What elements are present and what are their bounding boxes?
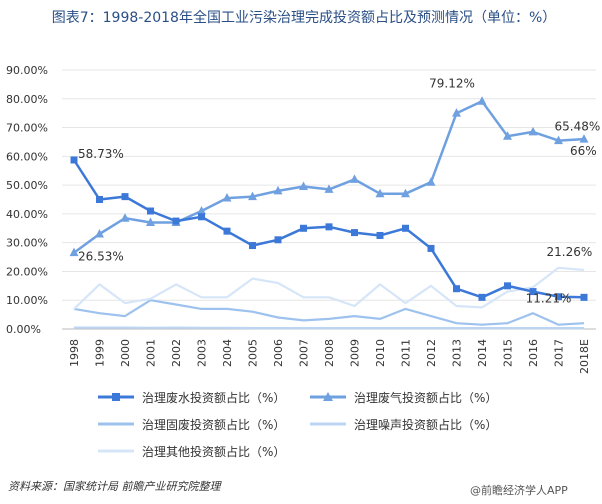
data-label: 58.73% [78,147,124,161]
y-tick-label: 70.00% [6,122,48,135]
legend-label: 治理废水投资额占比（%） [142,390,285,405]
x-tick-label: 2005 [247,339,260,367]
x-tick-label: 2014 [476,339,489,367]
y-tick-label: 80.00% [6,93,48,106]
y-tick-label: 10.00% [6,294,48,307]
x-tick-label: 2010 [374,339,387,367]
data-label: 65.48% [555,120,601,134]
data-label: 79.12% [429,76,475,90]
legend-label: 治理噪声投资额占比（%） [354,417,497,432]
data-point-triangle [503,131,512,140]
legend-label: 治理固废投资额占比（%） [142,417,285,432]
data-label: 11.21% [526,292,572,306]
data-point-square [172,217,180,225]
x-tick-label: 2015 [502,339,515,367]
data-point-triangle [120,213,130,222]
legend-swatch-marker [112,393,120,401]
x-tick-label: 2016 [527,339,540,367]
legend-label: 治理废气投资额占比（%） [354,390,497,405]
chart-title: 图表7：1998-2018年全国工业污染治理完成投资额占比及预测情况（单位：%） [51,10,557,26]
data-point-triangle [554,135,563,145]
data-point-square [351,229,358,237]
y-tick-label: 60.00% [6,150,48,163]
data-point-square [402,224,409,232]
data-point-triangle [95,229,104,238]
data-point-triangle [452,108,461,117]
series-line [73,299,585,326]
data-point-square [70,156,78,164]
data-point-square [427,244,435,252]
x-tick-label: 2004 [221,339,234,367]
y-tick-label: 0.00% [6,323,41,336]
data-point-square [147,207,154,215]
data-point-triangle [273,185,283,195]
series-line [73,266,585,310]
legend-swatch-marker [323,392,333,401]
x-tick-label: 2018E [578,339,591,374]
data-point-triangle [299,181,308,191]
source-note: 资料来源：国家统计局 前瞻产业研究院整理 [8,480,221,493]
y-tick-label: 40.00% [6,208,48,221]
data-point-square [96,196,103,203]
data-point-square [376,231,384,239]
y-tick-label: 50.00% [6,179,48,192]
data-point-square [300,224,307,232]
data-point-triangle [146,217,155,227]
x-tick-label: 2011 [400,339,413,367]
data-point-triangle [324,184,334,193]
x-tick-label: 2002 [170,339,183,367]
x-tick-label: 2009 [349,339,362,367]
data-label: 26.53% [78,250,124,264]
data-point-triangle [528,126,538,136]
data-point-square [274,236,282,244]
data-point-square [121,193,129,201]
data-point-triangle [375,188,385,198]
data-point-square [555,293,562,301]
data-point-triangle [579,134,589,143]
data-point-triangle [222,193,232,202]
data-point-triangle [477,96,487,105]
data-point-square [580,293,588,301]
data-point-square [529,288,537,296]
x-tick-label: 2000 [119,339,132,367]
data-point-triangle [248,191,257,201]
data-label: 21.26% [547,245,593,259]
data-point-triangle [401,188,410,198]
data-point-triangle [69,247,79,257]
legend-label: 治理其他投资额占比（%） [142,444,285,459]
data-point-square [223,227,231,235]
x-tick-label: 2012 [425,339,438,367]
x-tick-label: 2007 [298,339,311,367]
x-tick-label: 2013 [451,339,464,367]
series-line [74,326,584,330]
y-tick-label: 20.00% [6,265,48,278]
data-point-square [504,282,511,290]
y-tick-label: 90.00% [6,64,48,77]
data-label: 66% [570,144,597,158]
x-tick-label: 2006 [272,339,285,367]
y-tick-label: 30.00% [6,237,48,250]
data-point-triangle [350,174,359,183]
x-tick-label: 2017 [553,339,566,367]
data-point-square [198,213,205,221]
data-point-square [249,242,256,250]
x-tick-label: 2008 [323,339,336,367]
data-point-triangle [197,206,206,215]
app-watermark: @前瞻经济学人APP [470,484,568,497]
x-tick-label: 1998 [68,339,81,367]
data-point-square [325,223,333,231]
data-point-square [478,293,486,301]
x-tick-label: 1999 [94,339,107,367]
data-point-triangle [426,177,436,186]
x-tick-label: 2003 [196,339,209,367]
data-point-square [453,285,460,293]
x-tick-label: 2001 [145,339,158,367]
